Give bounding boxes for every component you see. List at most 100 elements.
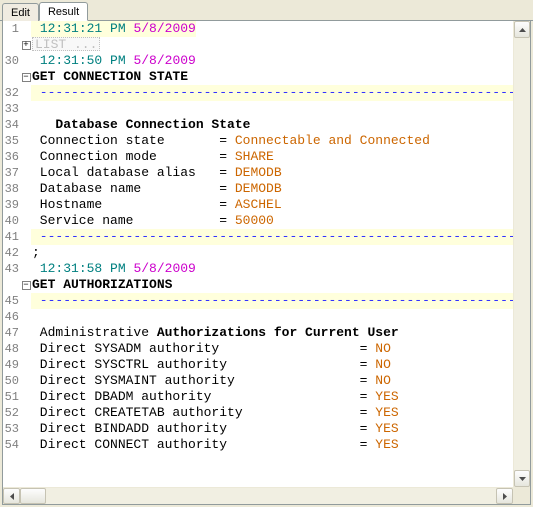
- code-segment: =: [219, 181, 235, 196]
- code-segment: =: [360, 405, 376, 420]
- line-number: 41: [3, 229, 21, 245]
- line-number: 53: [3, 421, 21, 437]
- fold-collapse-icon[interactable]: −: [22, 73, 31, 82]
- code-segment: =: [360, 341, 376, 356]
- code-segment: YES: [375, 437, 398, 452]
- fold-collapse-icon[interactable]: −: [22, 281, 31, 290]
- fold-gutter: [21, 245, 31, 261]
- collapsed-region[interactable]: LIST ...: [32, 37, 100, 51]
- line-number: 46: [3, 309, 21, 325]
- code-segment: Connection mode: [32, 149, 219, 164]
- code-line-row: −GET AUTHORIZATIONS: [3, 277, 513, 293]
- scroll-track-h[interactable]: [20, 488, 496, 504]
- code-segment: =: [219, 133, 235, 148]
- vertical-scrollbar[interactable]: [513, 21, 530, 487]
- code-text: Database name = DEMODB: [31, 181, 282, 197]
- code-segment: 5/8/2009: [133, 53, 195, 68]
- code-segment: DEMODB: [235, 181, 282, 196]
- code-text: Direct BINDADD authority = YES: [31, 421, 399, 437]
- code-text: GET AUTHORIZATIONS: [31, 277, 172, 293]
- code-text: ;: [31, 245, 40, 261]
- code-line-row: 53 Direct BINDADD authority = YES: [3, 421, 513, 437]
- fold-gutter: [21, 325, 31, 341]
- fold-expand-icon[interactable]: +: [22, 41, 31, 50]
- fold-gutter: [21, 437, 31, 453]
- code-segment: Service name: [32, 213, 219, 228]
- fold-gutter: [21, 261, 31, 277]
- code-line-row: 40 Service name = 50000: [3, 213, 513, 229]
- tab-edit[interactable]: Edit: [2, 3, 39, 21]
- code-segment: NO: [375, 341, 391, 356]
- code-text: Administrative Authorizations for Curren…: [31, 325, 399, 341]
- fold-gutter: [21, 213, 31, 229]
- code-segment: NO: [375, 357, 391, 372]
- code-segment: Connectable and Connected: [235, 133, 430, 148]
- code-segment: GET CONNECTION STATE: [32, 69, 188, 84]
- code-text: Connection mode = SHARE: [31, 149, 274, 165]
- code-segment: ASCHEL: [235, 197, 282, 212]
- line-number: [3, 37, 21, 53]
- scroll-down-button[interactable]: [514, 470, 530, 487]
- line-number: 38: [3, 181, 21, 197]
- fold-gutter: [21, 101, 31, 117]
- code-line-row: 33: [3, 101, 513, 117]
- code-text: Direct CONNECT authority = YES: [31, 437, 399, 453]
- line-number: 32: [3, 85, 21, 101]
- scroll-track[interactable]: [514, 38, 530, 470]
- code-line-row: 48 Direct SYSADM authority = NO: [3, 341, 513, 357]
- editor-area: 1 12:31:21 PM 5/8/2009+LIST ...30 12:31:…: [3, 21, 530, 487]
- scroll-up-button[interactable]: [514, 21, 530, 38]
- code-line-row: 39 Hostname = ASCHEL: [3, 197, 513, 213]
- code-segment: YES: [375, 405, 398, 420]
- code-segment: 12:31:50 PM: [40, 53, 126, 68]
- code-segment: =: [360, 373, 376, 388]
- fold-gutter: [21, 117, 31, 133]
- fold-gutter: [21, 133, 31, 149]
- code-segment: Administrative: [32, 325, 157, 340]
- line-number: 43: [3, 261, 21, 277]
- line-number: 45: [3, 293, 21, 309]
- code-text: Direct SYSCTRL authority = NO: [31, 357, 391, 373]
- code-text: [31, 309, 32, 325]
- code-segment: [32, 261, 40, 276]
- scroll-left-button[interactable]: [3, 488, 20, 504]
- code-segment: =: [360, 357, 376, 372]
- code-segment: Direct SYSMAINT authority: [32, 373, 360, 388]
- fold-gutter: +: [21, 37, 31, 53]
- code-segment: 12:31:21 PM: [40, 21, 126, 36]
- code-segment: Direct SYSCTRL authority: [32, 357, 360, 372]
- code-segment: 5/8/2009: [133, 261, 195, 276]
- code-segment: SHARE: [235, 149, 274, 164]
- fold-gutter: [21, 357, 31, 373]
- code-segment: NO: [375, 373, 391, 388]
- fold-gutter: [21, 293, 31, 309]
- horizontal-scrollbar[interactable]: [3, 487, 513, 504]
- tab-result[interactable]: Result: [39, 2, 88, 21]
- code-line-row: 36 Connection mode = SHARE: [3, 149, 513, 165]
- fold-gutter: [21, 85, 31, 101]
- code-segment: Direct SYSADM authority: [32, 341, 360, 356]
- separator-line: ----------------------------------------…: [32, 85, 513, 100]
- fold-gutter: [21, 197, 31, 213]
- code-segment: Direct CONNECT authority: [32, 437, 360, 452]
- scroll-right-button[interactable]: [496, 488, 513, 504]
- code-segment: [32, 53, 40, 68]
- code-segment: =: [360, 389, 376, 404]
- code-segment: =: [219, 213, 235, 228]
- code-text: Local database alias = DEMODB: [31, 165, 282, 181]
- code-segment: [32, 21, 40, 36]
- code-segment: =: [219, 197, 235, 212]
- fold-gutter: [21, 341, 31, 357]
- fold-gutter: [21, 389, 31, 405]
- code-segment: 12:31:58 PM: [40, 261, 126, 276]
- line-number: [3, 277, 21, 293]
- code-segment: =: [219, 165, 235, 180]
- scroll-thumb-h[interactable]: [20, 488, 46, 504]
- fold-gutter: [21, 405, 31, 421]
- line-number: 37: [3, 165, 21, 181]
- code-text: 12:31:58 PM 5/8/2009: [31, 261, 196, 277]
- code-segment: Hostname: [32, 197, 219, 212]
- code-line-row: 47 Administrative Authorizations for Cur…: [3, 325, 513, 341]
- line-number: 52: [3, 405, 21, 421]
- code-text: Direct CREATETAB authority = YES: [31, 405, 399, 421]
